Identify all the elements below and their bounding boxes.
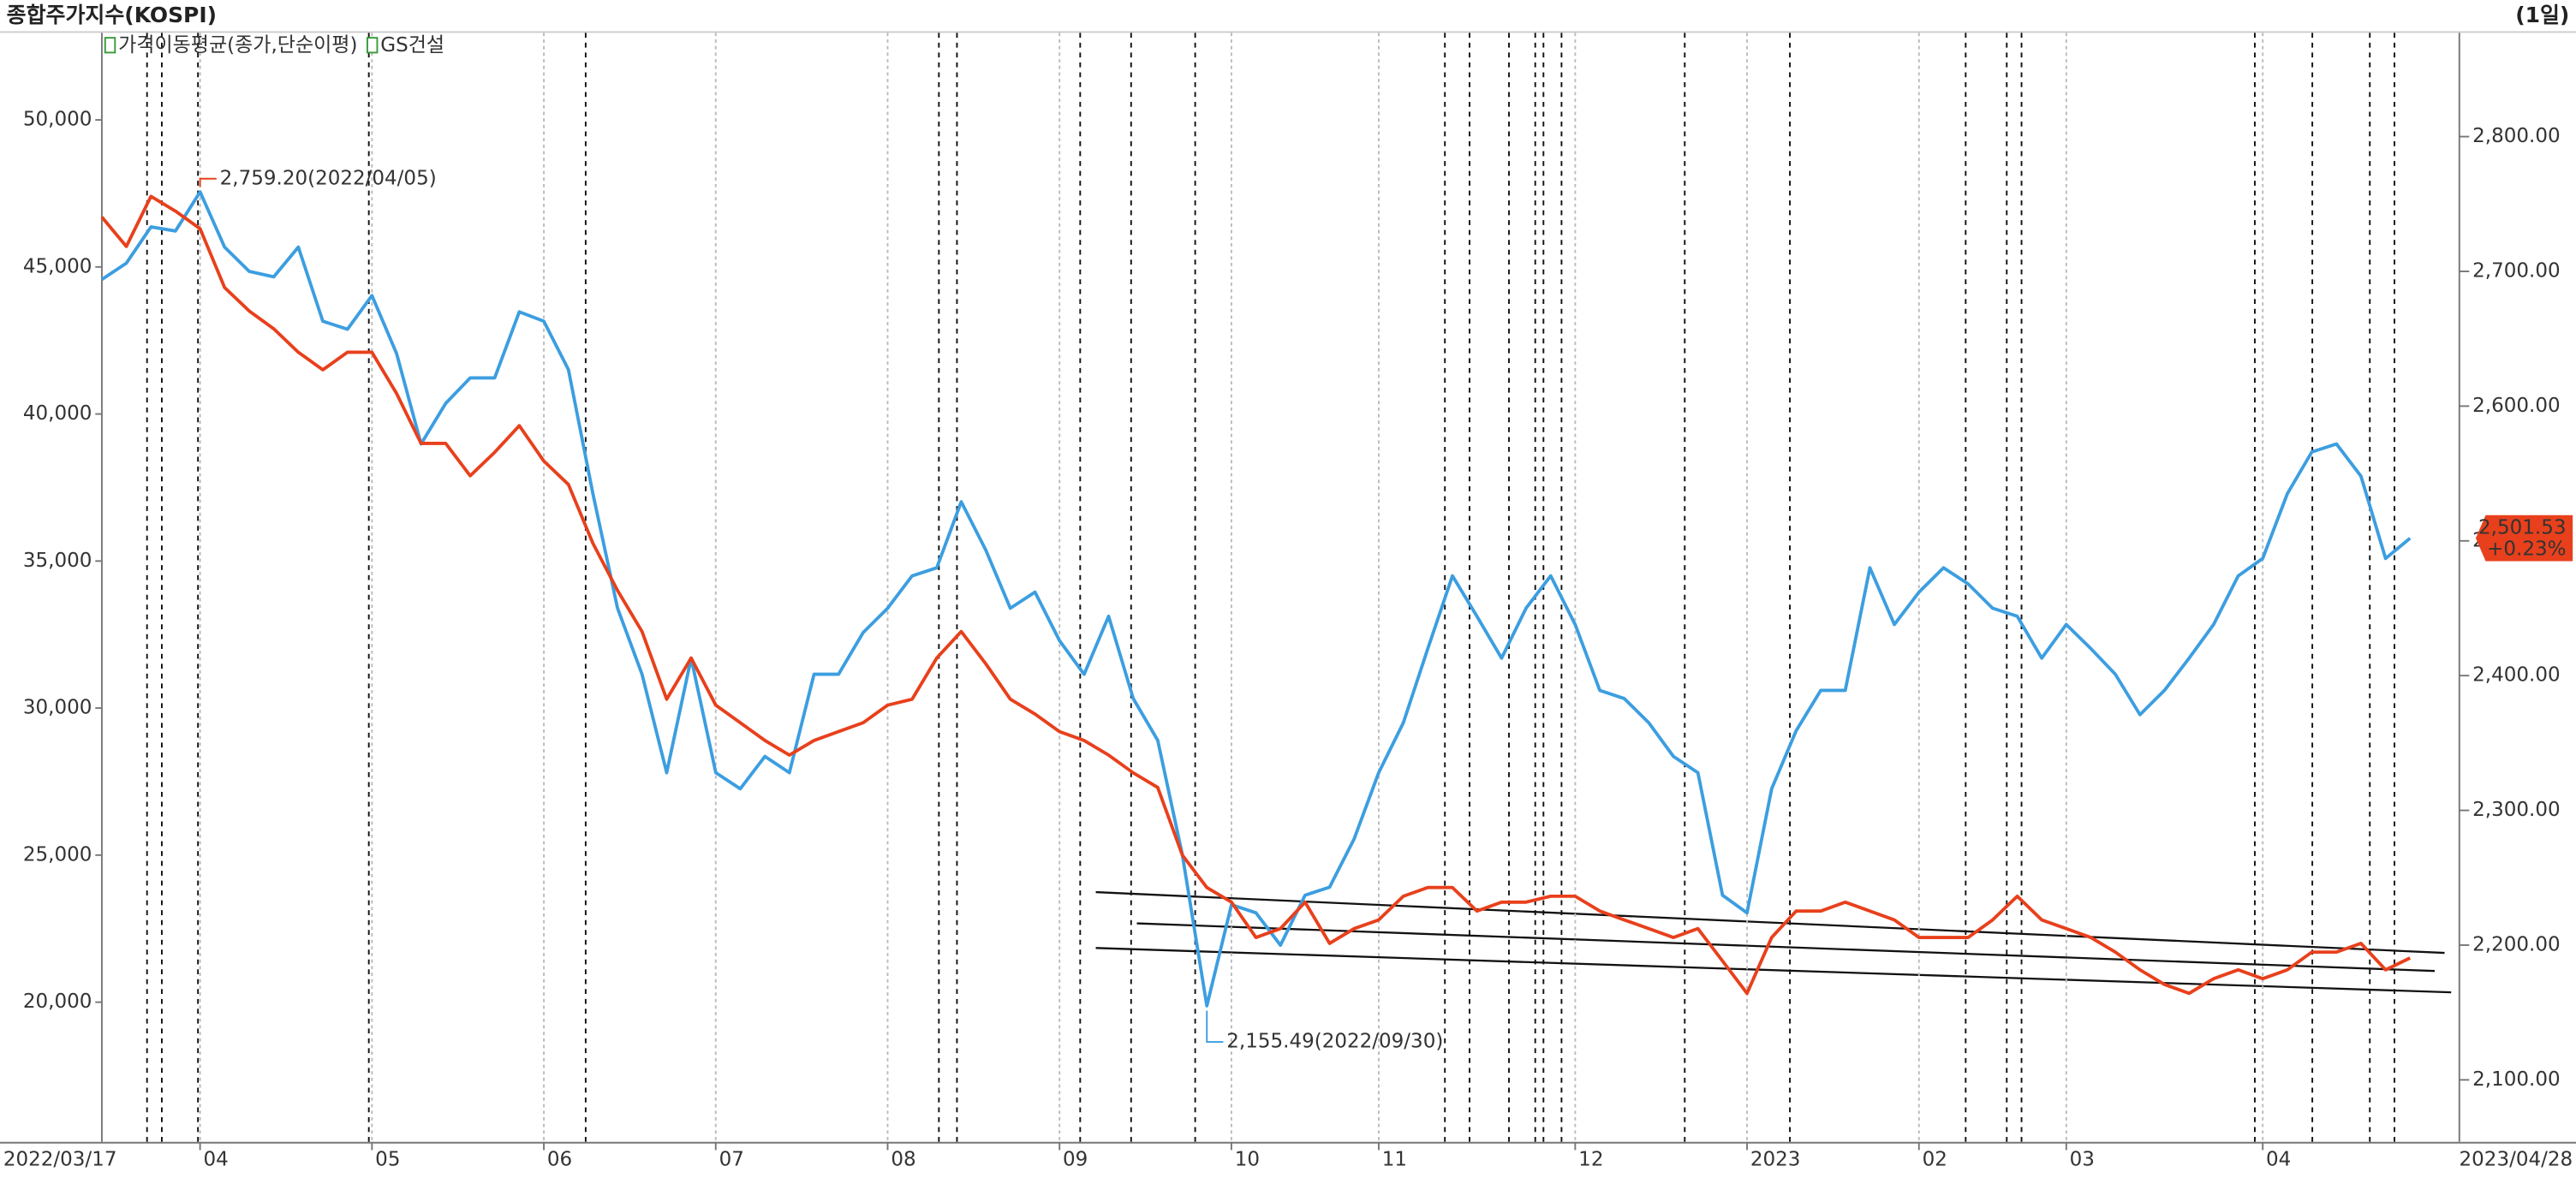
last-value-badge	[2475, 515, 2573, 562]
trend-line	[1136, 922, 2436, 973]
annotation-pointer	[1206, 1010, 1224, 1043]
y-tick-label: 20,000	[23, 991, 92, 1013]
legend-icon	[104, 37, 116, 54]
y-tick-label: 25,000	[23, 843, 92, 866]
x-tick-label: 2022/03/17	[3, 1148, 117, 1170]
series-line	[100, 190, 2412, 1008]
chart-title: 종합주가지수(KOSPI)	[7, 3, 217, 27]
y2-tick-label: 2,600.00	[2472, 395, 2560, 417]
x-tick-label: 08	[891, 1148, 915, 1170]
x-tick-label: 2023/04/28	[2460, 1148, 2573, 1170]
y2-tick-label: 2,800.00	[2472, 125, 2560, 147]
x-tick-label: 04	[203, 1148, 228, 1170]
period-label: (1일)	[2515, 3, 2569, 27]
y2-tick-label: 2,300.00	[2472, 799, 2560, 821]
y2-tick-label: 2,700.00	[2472, 259, 2560, 282]
legend-label: GS건설	[380, 34, 444, 57]
y-tick-label: 40,000	[23, 402, 92, 425]
x-tick-label: 05	[375, 1148, 400, 1170]
x-tick-label: 04	[2266, 1148, 2291, 1170]
y2-tick-label: 2,100.00	[2472, 1068, 2560, 1091]
last-value: 2,501.53	[2478, 517, 2566, 539]
y2-tick-label: 2,400.00	[2472, 664, 2560, 687]
x-tick-label: 03	[2070, 1148, 2095, 1170]
legend-icon	[366, 37, 379, 54]
event-lines	[146, 33, 2395, 1142]
series-line	[100, 194, 2412, 996]
y-tick-label: 50,000	[23, 109, 92, 131]
y-tick-label: 30,000	[23, 697, 92, 719]
annotation: 2,759.20(2022/04/05)	[220, 167, 437, 189]
x-tick-label: 10	[1235, 1148, 1260, 1170]
x-tick-label: 07	[719, 1148, 744, 1170]
trend-line	[1095, 947, 2452, 994]
annotation-pointer	[199, 177, 217, 187]
x-tick-label: 12	[1578, 1148, 1603, 1170]
x-tick-label: 06	[547, 1148, 572, 1170]
x-tick-label: 11	[1382, 1148, 1407, 1170]
legend-label: 가격이동평균(종가,단순이평)	[118, 34, 357, 57]
y-tick-label: 45,000	[23, 255, 92, 277]
x-tick-label: 2023	[1750, 1148, 1801, 1170]
x-tick-label: 02	[1923, 1148, 1947, 1170]
last-change: +0.23%	[2487, 538, 2566, 561]
trend-line	[1095, 890, 2445, 955]
y-tick-label: 35,000	[23, 550, 92, 572]
x-tick-label: 09	[1063, 1148, 1088, 1170]
y2-tick-label: 2,200.00	[2472, 933, 2560, 955]
annotation: 2,155.49(2022/09/30)	[1226, 1031, 1443, 1053]
